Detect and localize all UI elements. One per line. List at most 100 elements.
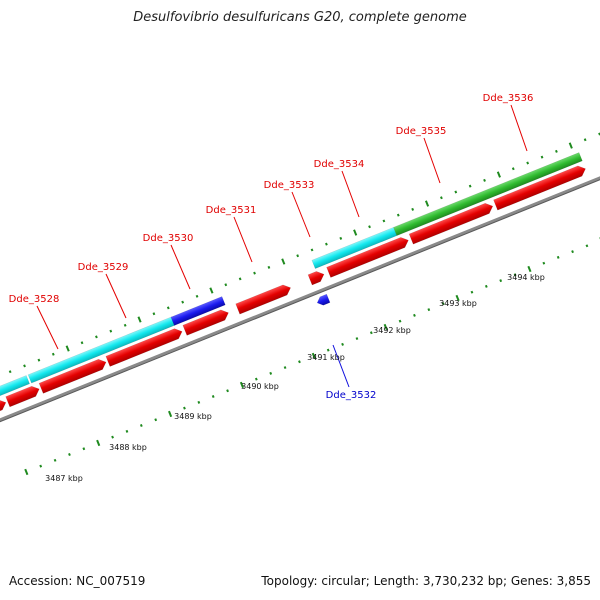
lower-tick (168, 410, 173, 418)
lower-tick (542, 261, 546, 265)
lower-tick (369, 331, 373, 335)
lower-tick (39, 464, 43, 468)
cds-forward (105, 328, 183, 367)
kbp-scale-label: 3488 kbp (109, 443, 147, 452)
gene-label: Dde_3530 (143, 233, 194, 244)
gene-label: Dde_3531 (206, 205, 257, 216)
upper-tick (368, 225, 371, 229)
lower-tick (298, 360, 301, 364)
lower-tick (355, 337, 359, 341)
upper-tick (137, 316, 142, 323)
gene-label: Dde_3529 (78, 262, 129, 273)
lower-tick (139, 424, 143, 428)
lower-tick (470, 290, 474, 294)
upper-tick (496, 171, 501, 178)
kbp-scale-label: 3494 kbp (507, 273, 545, 282)
lower-tick (24, 468, 29, 476)
lower-tick (211, 395, 215, 399)
lower-tick (53, 458, 57, 462)
backbone-line (0, 176, 600, 422)
lower-tick (125, 429, 129, 433)
upper-tick (23, 364, 26, 368)
gene-leader-line (291, 191, 311, 238)
gene-leader-line (233, 216, 253, 263)
lower-tick (441, 302, 445, 306)
lower-tick (226, 389, 229, 393)
lower-tick (513, 273, 517, 277)
upper-tick (181, 300, 185, 304)
cds-forward (326, 237, 409, 278)
kbp-scale-label: 3490 kbp (241, 382, 279, 391)
upper-tick (440, 196, 443, 200)
lower-tick (455, 294, 460, 302)
gene-label: Dde_3528 (9, 294, 60, 305)
upper-tick (123, 323, 127, 327)
upper-tick (396, 213, 400, 217)
lower-tick (571, 250, 574, 254)
kbp-scale-label: 3493 kbp (439, 299, 477, 308)
cds-forward (408, 203, 494, 245)
upper-tick (454, 190, 458, 194)
lower-tick (111, 435, 114, 439)
cog-band (27, 316, 176, 384)
lower-tick (311, 352, 316, 360)
upper-tick (224, 283, 228, 287)
cog-band (393, 152, 583, 236)
cog-band (170, 296, 226, 326)
lower-tick (154, 418, 158, 422)
cds-forward (0, 399, 7, 417)
upper-tick (583, 138, 587, 142)
gene-leader-line (510, 104, 528, 152)
upper-tick (281, 258, 286, 265)
gene-leader-line (105, 273, 127, 319)
backbone-shadow (0, 179, 600, 423)
lower-tick (183, 406, 186, 410)
genome-title: Desulfovibrio desulfuricans G20, complet… (133, 10, 467, 25)
upper-tick (253, 271, 256, 275)
lower-tick (326, 348, 330, 352)
gene-leader-line (341, 170, 360, 218)
gene-label: Dde_3535 (396, 126, 447, 137)
cds-forward (307, 271, 325, 286)
lower-tick (499, 279, 503, 283)
lower-tick (197, 400, 201, 404)
upper-tick (310, 248, 314, 252)
lower-tick (96, 439, 101, 447)
upper-tick (540, 155, 544, 159)
upper-tick (209, 287, 214, 294)
upper-tick (424, 200, 430, 207)
gene-label: Dde_3534 (314, 159, 365, 170)
gene-label: Dde_3536 (483, 93, 534, 104)
gene-label: Dde_3533 (264, 180, 315, 191)
upper-tick (555, 149, 558, 153)
accession-label: Accession: NC_007519 (9, 574, 146, 588)
gene-leader-line (332, 344, 350, 388)
cds-reverse (316, 293, 331, 306)
upper-tick (267, 265, 271, 269)
upper-tick (568, 142, 573, 149)
cds-forward (38, 359, 107, 394)
upper-tick (296, 254, 300, 258)
cog-band (311, 226, 398, 269)
upper-tick (382, 219, 386, 223)
upper-tick (411, 207, 415, 211)
genome-summary: Topology: circular; Length: 3,730,232 bp… (261, 574, 591, 588)
lower-tick (269, 371, 273, 375)
upper-tick (95, 335, 98, 339)
lower-tick (254, 377, 258, 381)
upper-tick (37, 358, 41, 362)
upper-tick (353, 229, 358, 236)
upper-tick (238, 277, 242, 281)
lower-tick (398, 319, 402, 323)
lower-tick (556, 255, 560, 259)
cds-forward (235, 284, 291, 315)
lower-tick (527, 265, 532, 273)
kbp-scale-label: 3489 kbp (174, 412, 212, 421)
lower-tick (585, 244, 589, 248)
cds-forward (5, 385, 40, 408)
upper-tick (80, 341, 84, 345)
cog-band (0, 375, 30, 404)
gene-label: Dde_3532 (326, 390, 377, 401)
gene-leader-line (423, 137, 441, 184)
